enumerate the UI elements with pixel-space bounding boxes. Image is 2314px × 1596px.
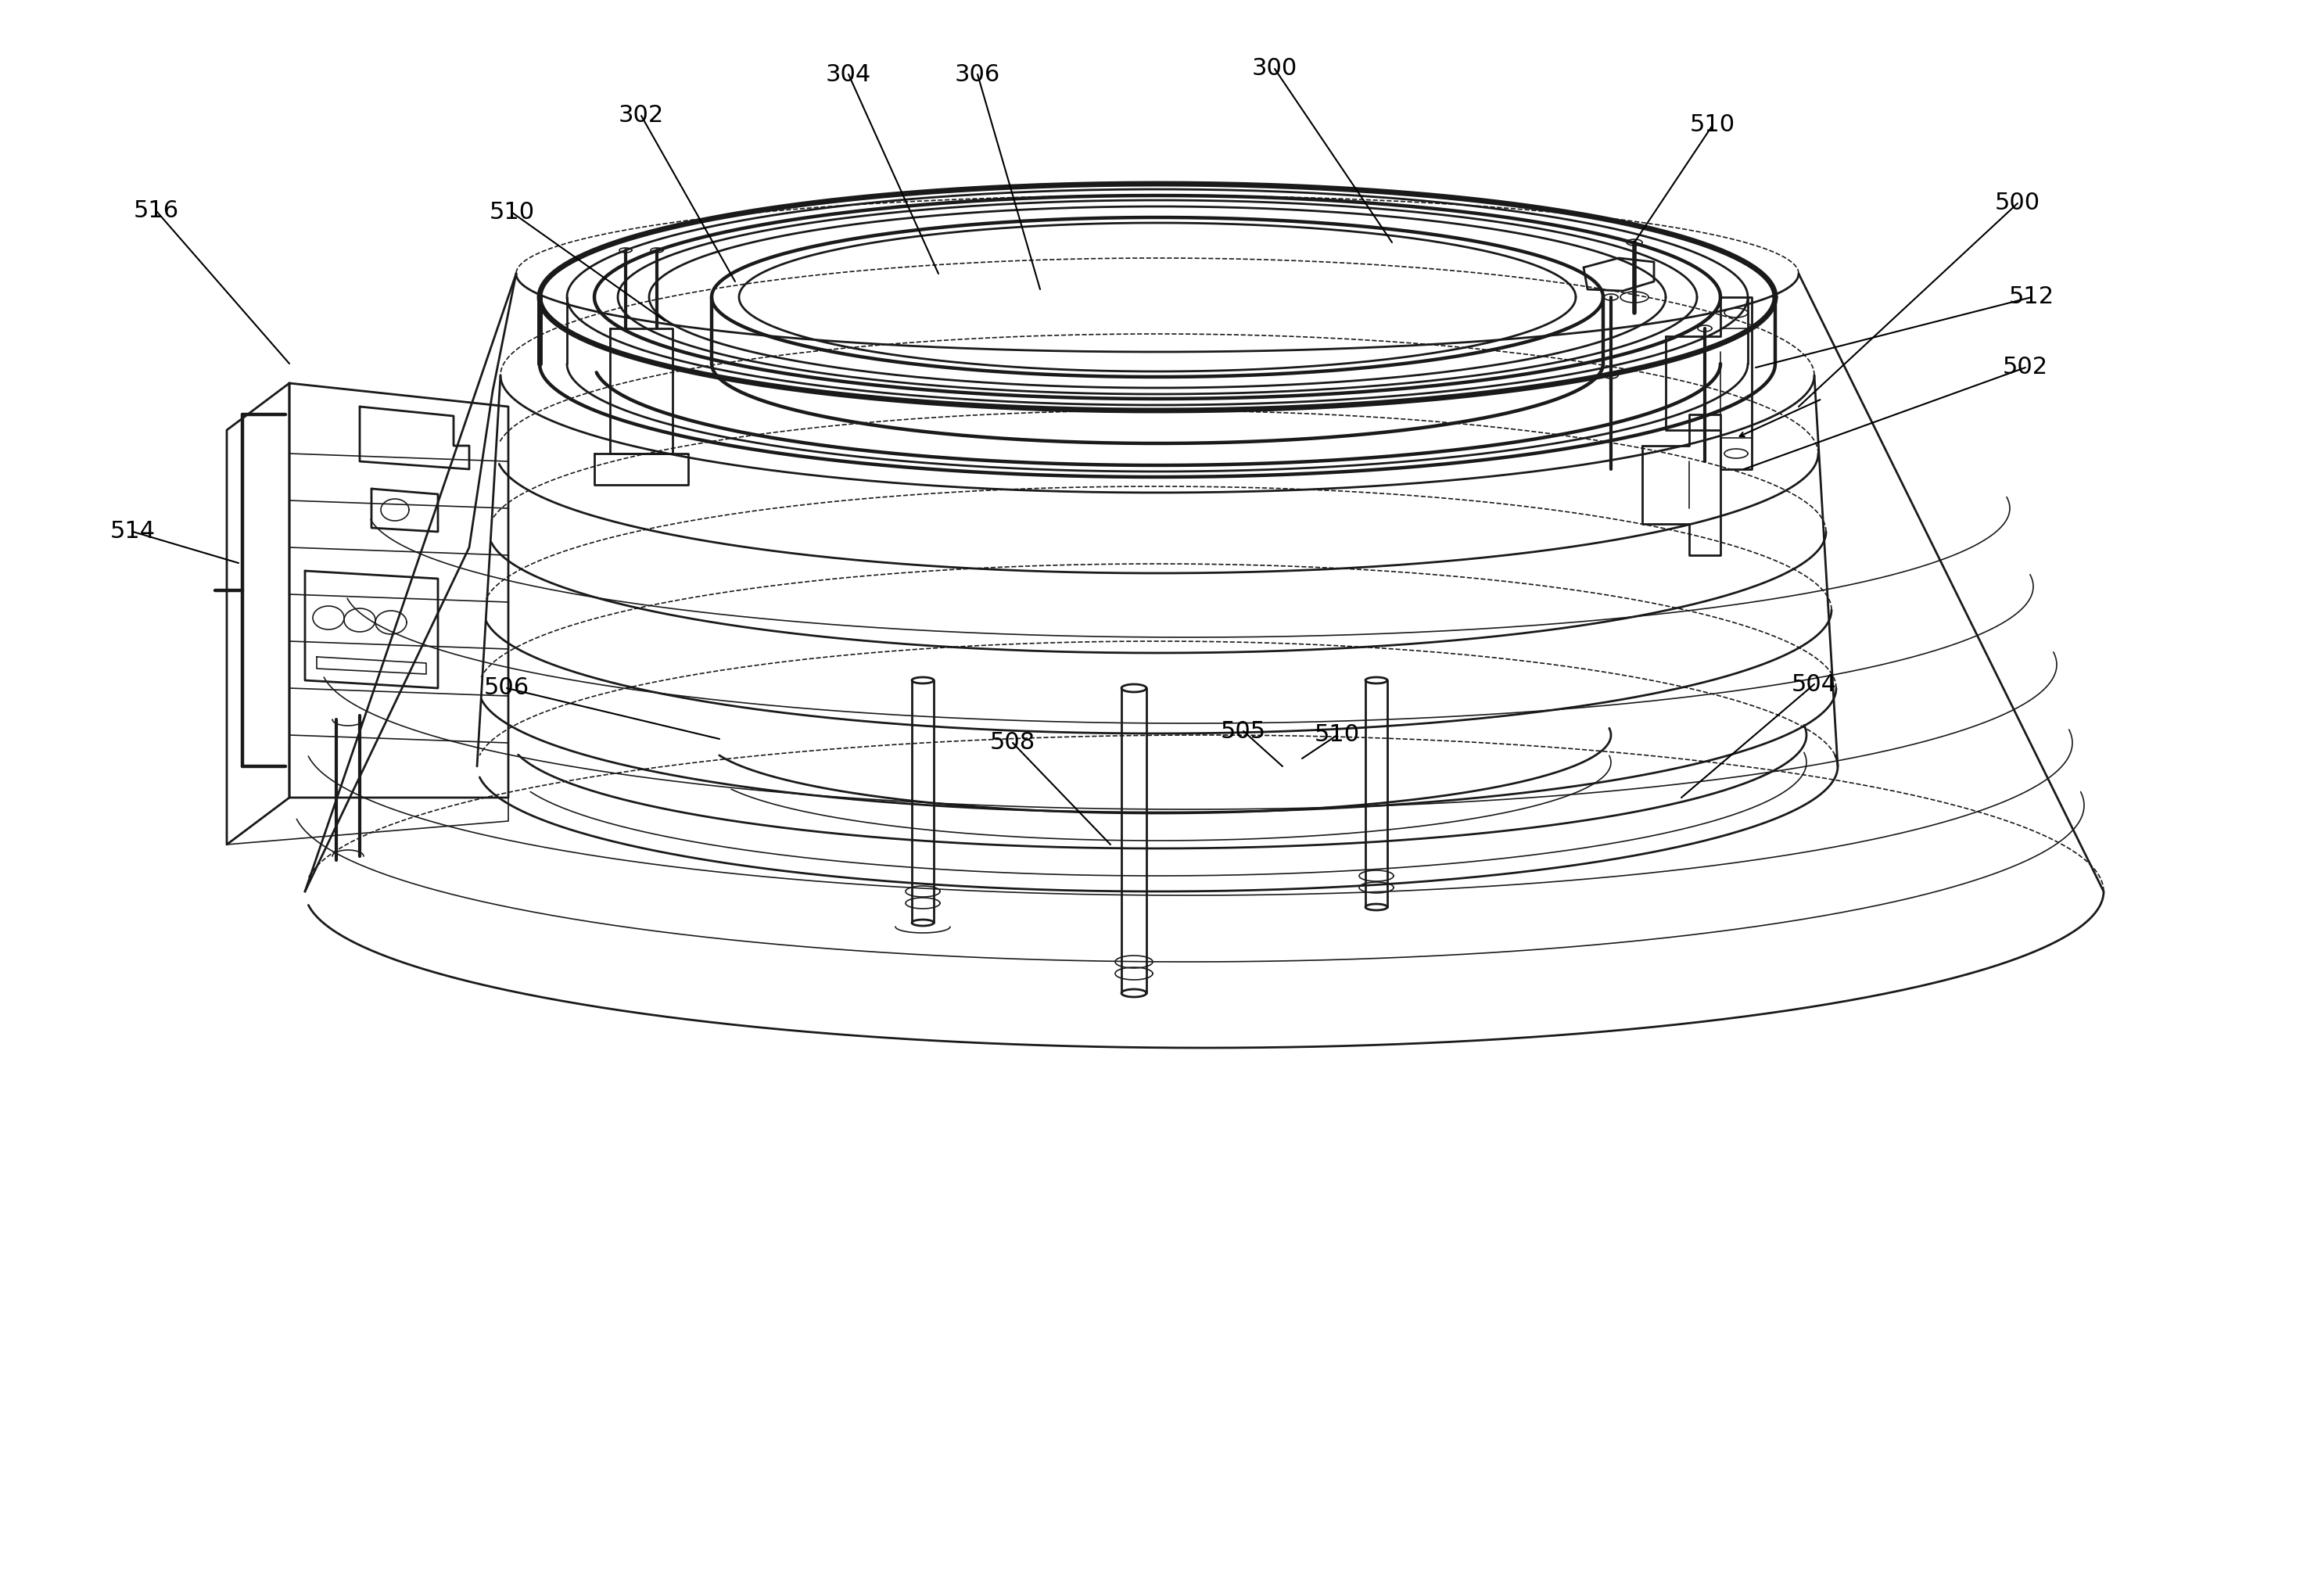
Text: 504: 504 [1791, 674, 1837, 696]
Text: 302: 302 [618, 104, 664, 128]
Text: 512: 512 [2009, 286, 2055, 308]
Text: 506: 506 [484, 677, 530, 699]
Text: 300: 300 [1252, 57, 1298, 80]
Text: 514: 514 [111, 520, 155, 543]
Text: 510: 510 [491, 201, 535, 223]
Text: 510: 510 [1314, 723, 1361, 747]
Text: 500: 500 [1995, 192, 2041, 214]
Text: 508: 508 [990, 731, 1034, 755]
Text: 306: 306 [956, 62, 1000, 86]
Text: 505: 505 [1222, 720, 1266, 742]
Text: 304: 304 [826, 62, 872, 86]
Text: 516: 516 [134, 200, 178, 222]
Text: 510: 510 [1689, 113, 1736, 136]
Text: 502: 502 [2002, 356, 2048, 378]
